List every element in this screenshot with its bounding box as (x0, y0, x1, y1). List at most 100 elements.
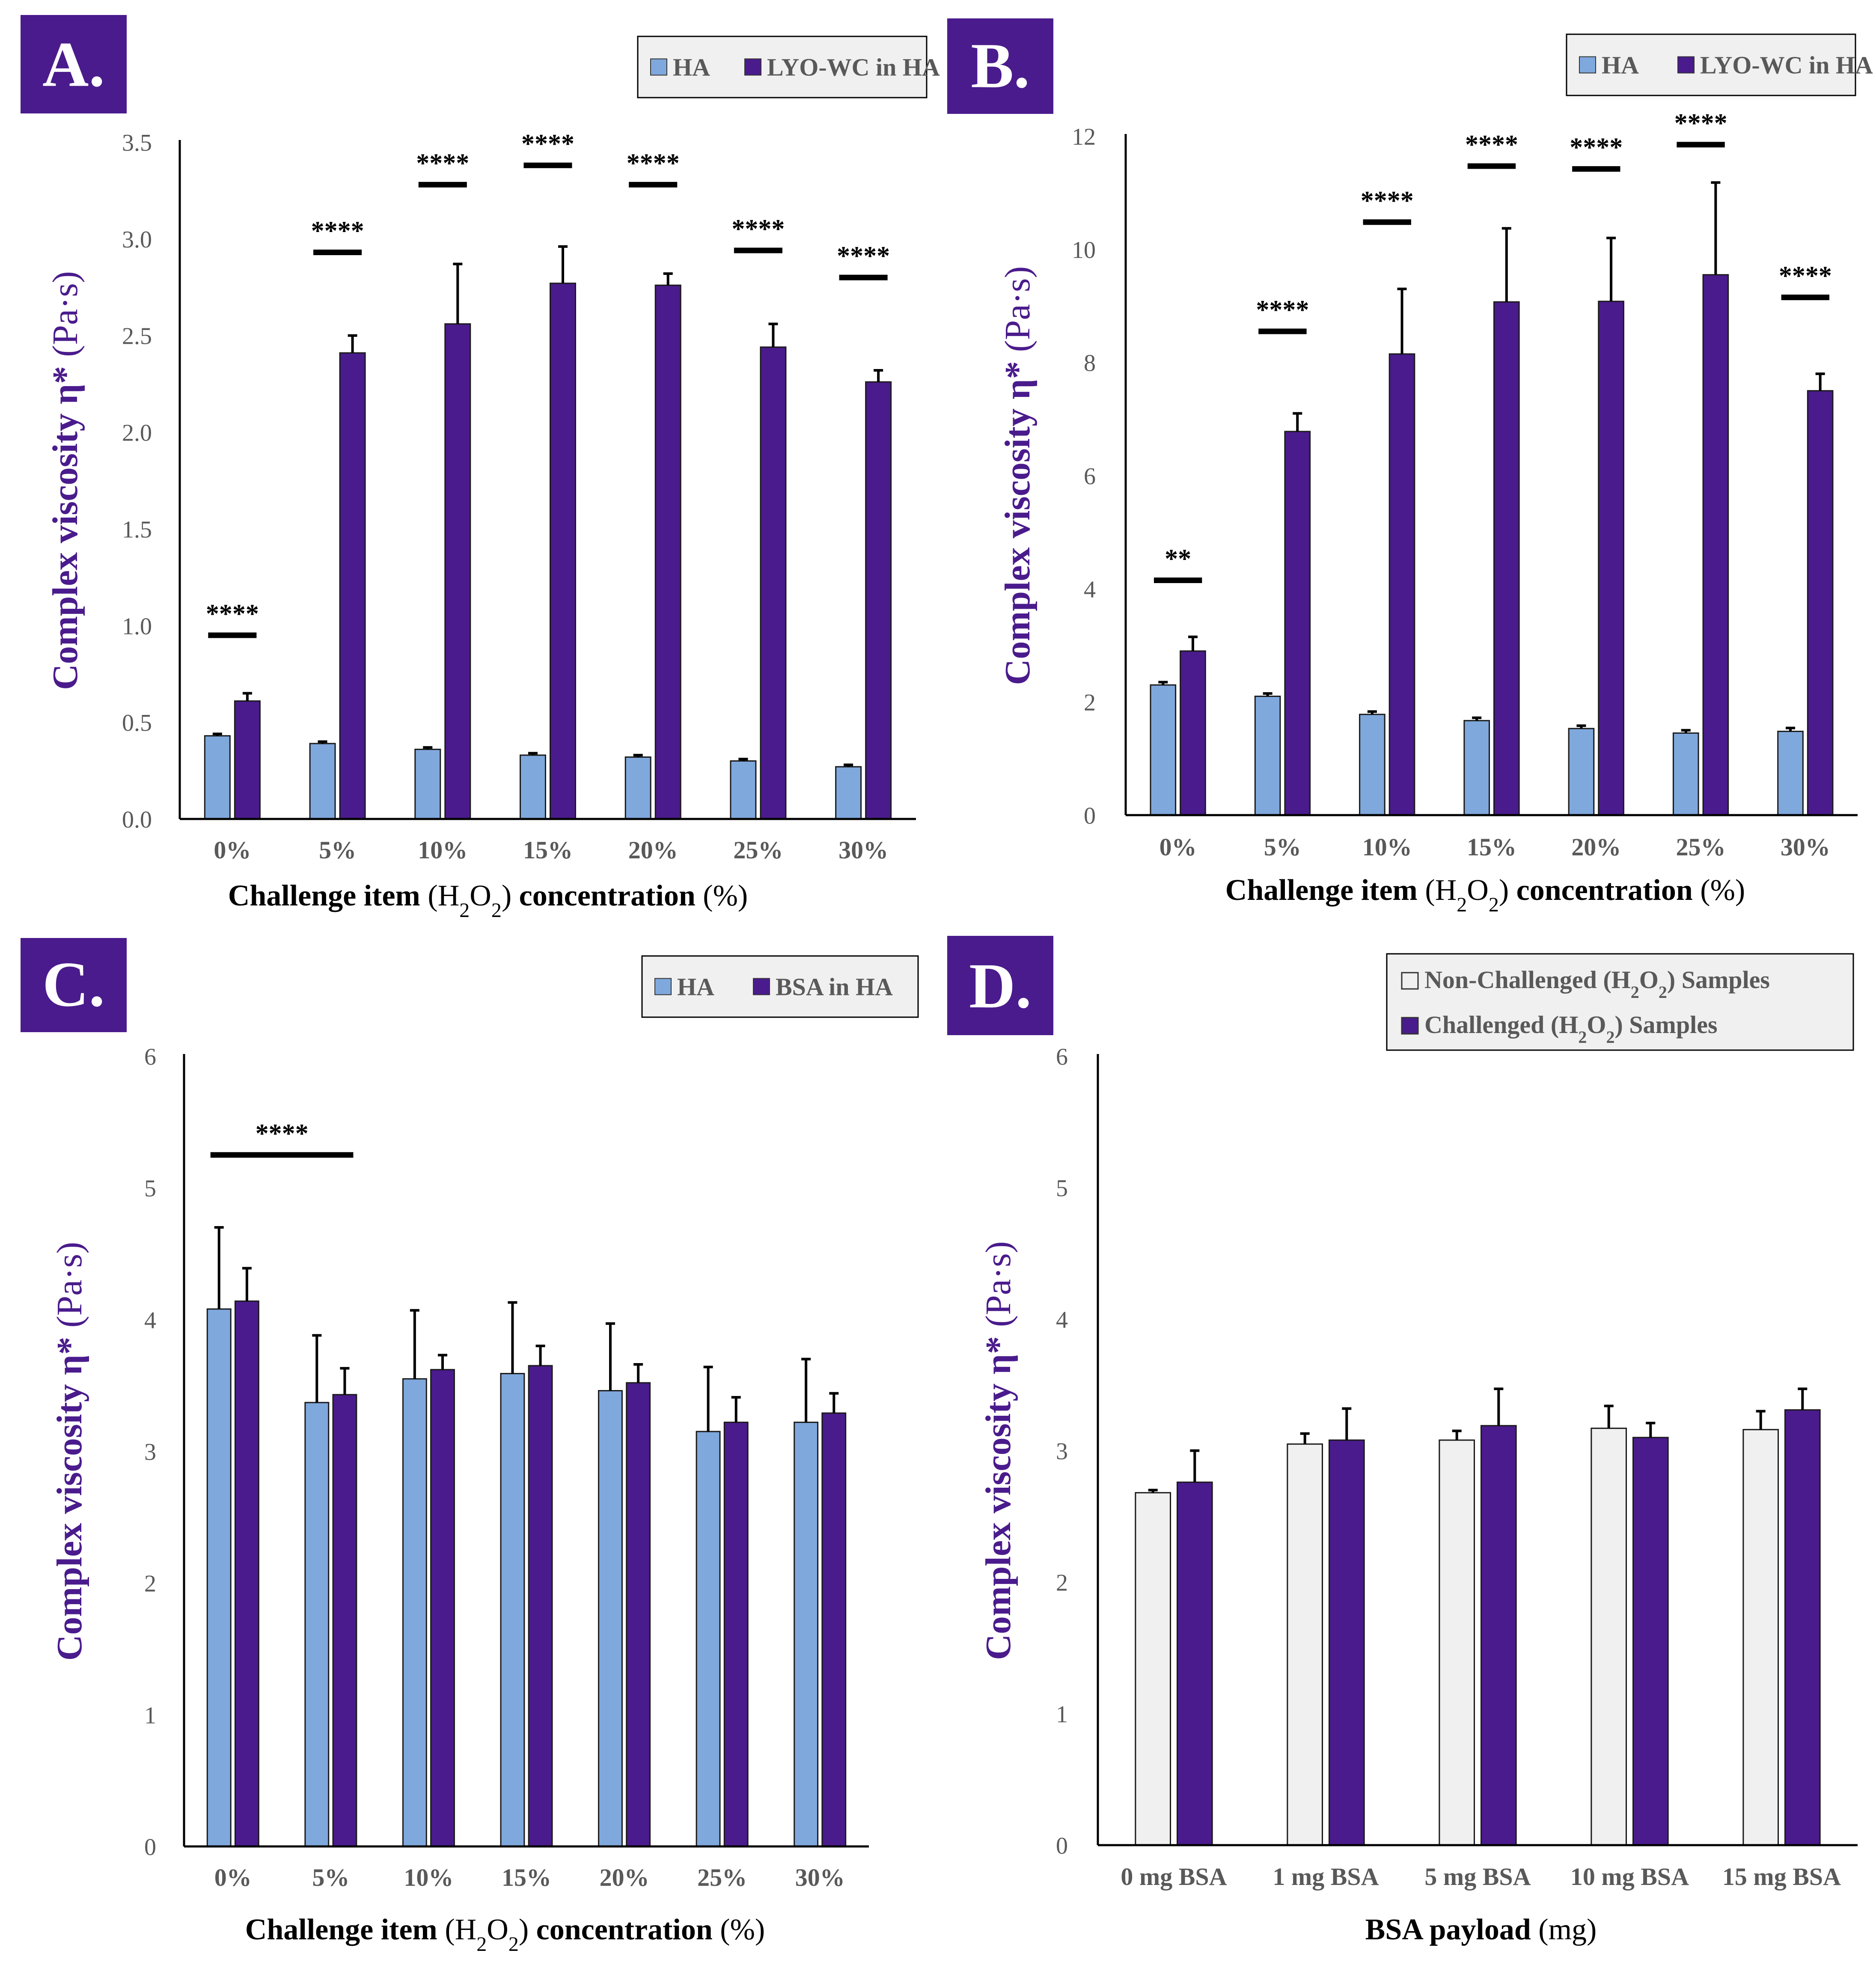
formula-o: O (470, 879, 491, 912)
panel-3: C. 0 1 2 3 4 5 6 0% 5% 10% 15% 20% 25% 30% **** Complex … (21, 938, 919, 1956)
x-tick-label: 10% (1362, 833, 1412, 861)
y-tick-label: 3.5 (122, 130, 152, 156)
panel-label: B. (971, 30, 1030, 101)
x-tick-label: 30% (795, 1864, 845, 1891)
x-axis-label-bold: Challenge item (245, 1913, 437, 1946)
x-axis-label-unit: (%) (703, 879, 748, 912)
formula-o: O (1639, 966, 1659, 994)
bar-series1 (1135, 1492, 1171, 1846)
y-axis-label: Complex viscosity η* (Pa·s) (45, 271, 85, 690)
x-axis-label: Challenge item (H2O2) concentration (%) (245, 1913, 765, 1956)
formula-sub: 2 (508, 1933, 519, 1956)
paren: ( (428, 879, 437, 912)
formula-h: H (1611, 966, 1631, 994)
bar-series1 (1287, 1443, 1323, 1846)
legend-label-pre: Non-Challenged (1424, 966, 1597, 994)
x-tick-label: 15% (523, 836, 573, 864)
paren: ) (1614, 1011, 1629, 1039)
formula-h: H (1435, 874, 1457, 907)
x-tick-label: 15% (1467, 833, 1516, 861)
significance-label: **** (1361, 186, 1414, 215)
x-axis-label-bold: Challenge item (1225, 874, 1418, 907)
bar-series1 (500, 1373, 525, 1847)
x-axis-label-bold: concentration (519, 879, 696, 912)
y-axis-label-unit: (Pa·s) (978, 1241, 1018, 1327)
paren: ) (1499, 874, 1509, 907)
y-axis-label: Complex viscosity η* (Pa·s) (978, 1241, 1018, 1660)
x-tick-label: 25% (1676, 833, 1726, 861)
bar-series1 (206, 1308, 232, 1847)
bar-series1 (1777, 730, 1804, 816)
x-axis-label-bold: Challenge item (228, 879, 420, 912)
x-tick-label: 20% (1571, 833, 1621, 861)
formula-sub: 2 (491, 899, 502, 922)
formula-sub: 2 (1606, 1027, 1614, 1047)
x-tick-label: 20% (600, 1864, 649, 1891)
legend-label: LYO-WC in HA (1700, 51, 1873, 79)
panel-label: C. (42, 949, 105, 1020)
legend-label: HA (673, 54, 710, 81)
bar-series2 (1784, 1409, 1821, 1846)
formula-sub: 2 (1457, 893, 1467, 916)
bar-series2 (626, 1382, 651, 1847)
bar-series2 (550, 283, 576, 820)
bar-series2 (1328, 1439, 1365, 1846)
paren: ( (1597, 966, 1611, 994)
formula-sub: 2 (1578, 1027, 1587, 1047)
formula-o: O (487, 1913, 508, 1946)
significance-label: **** (311, 216, 364, 245)
space (978, 1327, 1018, 1336)
y-tick-label: 3.0 (122, 226, 152, 253)
y-tick-label: 1.0 (122, 613, 152, 640)
bar-series2 (528, 1365, 553, 1847)
y-tick-label: 0.0 (122, 807, 152, 833)
bar-series1 (309, 743, 336, 820)
x-tick-label: 20% (628, 836, 678, 864)
y-tick-label: 4 (144, 1307, 156, 1334)
x-tick-label: 30% (1781, 833, 1830, 861)
y-tick-label: 3 (1056, 1438, 1068, 1465)
bar-series2 (430, 1369, 455, 1847)
x-axis-label: Challenge item (H2O2) concentration (%) (1225, 874, 1745, 916)
bar-series1 (624, 756, 651, 820)
formula-o: O (1467, 874, 1489, 907)
significance-label: ** (1165, 545, 1191, 574)
bar-series2 (1632, 1437, 1669, 1846)
x-axis-label-unit: (%) (720, 1913, 765, 1946)
bar-series1 (1439, 1439, 1475, 1846)
significance-label: **** (206, 599, 259, 628)
space (998, 352, 1038, 361)
legend-swatch (744, 58, 761, 76)
formula-sub: 2 (459, 899, 470, 922)
y-axis-label-bold: Complex viscosity η* (50, 1337, 89, 1661)
x-tick-label: 5% (319, 836, 356, 864)
space (511, 879, 519, 912)
x-tick-label: 0 mg BSA (1121, 1863, 1227, 1891)
legend-label: Challenged (H2O2) Samples (1424, 1011, 1718, 1047)
panel-badge (21, 15, 127, 113)
formula-sub: 2 (1659, 983, 1667, 1002)
legend-label: BSA in HA (776, 973, 893, 1001)
legend-label: HA (677, 973, 714, 1001)
significance-label: **** (1465, 130, 1518, 159)
legend-swatch (753, 978, 770, 995)
bar-series1 (1568, 728, 1595, 816)
y-tick-label: 5 (1056, 1175, 1068, 1202)
space (1509, 874, 1516, 907)
x-tick-label: 15 mg BSA (1722, 1863, 1841, 1891)
bar-series1 (204, 735, 231, 820)
significance-label: **** (416, 149, 469, 178)
bar-series1 (696, 1431, 721, 1847)
x-tick-label: 0% (214, 1864, 252, 1891)
formula-sub: 2 (1489, 893, 1499, 916)
space (713, 1913, 720, 1946)
space (437, 1913, 445, 1946)
x-axis-label: Challenge item (H2O2) concentration (%) (228, 879, 748, 922)
bar-series1 (1672, 732, 1699, 816)
space (696, 879, 703, 912)
bar-series1 (1591, 1427, 1627, 1846)
significance-label: **** (1779, 262, 1832, 291)
y-axis-label-bold: Complex viscosity η* (998, 361, 1038, 685)
x-tick-label: 1 mg BSA (1272, 1863, 1379, 1891)
